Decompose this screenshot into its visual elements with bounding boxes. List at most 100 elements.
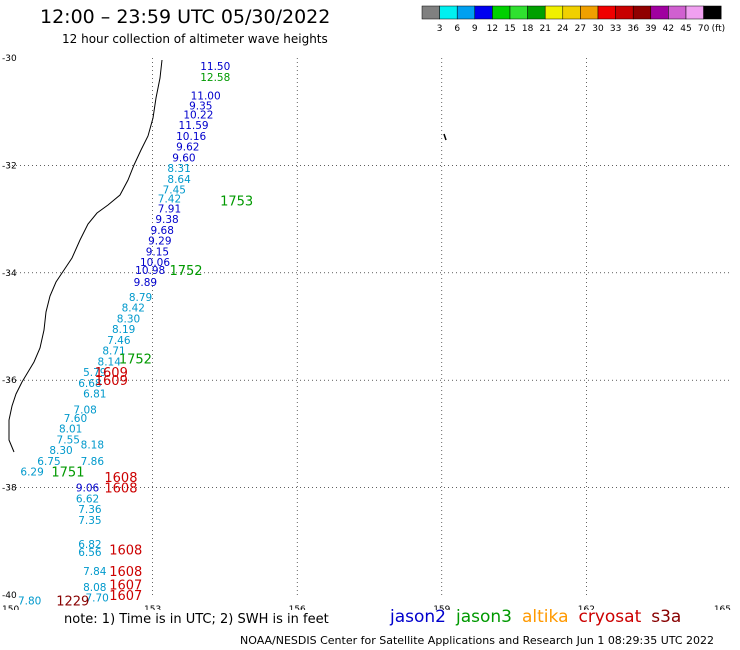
wave-height-value: 9.38 xyxy=(155,214,178,226)
wave-height-value: 9.68 xyxy=(151,225,174,237)
wave-height-value: 9.35 xyxy=(189,100,212,112)
satellite-jason3: jason3 xyxy=(456,607,512,627)
coastline xyxy=(8,59,163,453)
legend-label: 30 xyxy=(592,24,604,34)
legend-label: 15 xyxy=(504,24,515,34)
pass-time-label: 1608 xyxy=(104,471,137,486)
wave-height-value: 6.56 xyxy=(78,547,102,559)
legend-label: 9 xyxy=(472,24,478,34)
legend-unit: (ft) xyxy=(712,24,726,34)
legend-label: 42 xyxy=(663,24,674,34)
island xyxy=(443,133,447,141)
wave-height-value: 10.22 xyxy=(183,109,213,121)
legend-label: 70 xyxy=(698,24,710,34)
units-note: note: 1) Time is in UTC; 2) SWH is in fe… xyxy=(64,612,329,627)
wave-height-value: 7.70 xyxy=(85,593,108,605)
pass-time-label: 1609 xyxy=(95,366,128,381)
wave-height-value: 8.01 xyxy=(59,424,82,436)
wave-height-value: 7.86 xyxy=(81,456,105,468)
legend-swatch xyxy=(703,5,722,20)
legend-label: 36 xyxy=(627,24,639,34)
legend-label: 33 xyxy=(610,24,621,34)
legend-label: 45 xyxy=(680,24,691,34)
wave-height-value: 8.71 xyxy=(102,346,125,358)
wave-height-value: 7.45 xyxy=(163,185,186,197)
satellite-altika: altika xyxy=(522,607,569,627)
pass-time-label: 1608 xyxy=(109,543,142,558)
wave-height-value: 8.14 xyxy=(98,356,122,368)
pass-time-label: 1607 xyxy=(109,589,142,604)
wave-height-value: 7.84 xyxy=(83,566,107,578)
wave-height-value: 9.15 xyxy=(146,246,169,258)
wave-height-value: 10.16 xyxy=(176,131,206,143)
pass-time-label: 1609 xyxy=(95,374,128,389)
lon-tick-label: 153 xyxy=(144,605,161,610)
wave-height-value: 12.58 xyxy=(200,72,230,84)
wave-height-value: 8.31 xyxy=(167,163,190,175)
legend-label: 18 xyxy=(522,24,534,34)
wave-height-value: 6.75 xyxy=(37,456,60,468)
wave-height-value: 7.60 xyxy=(64,413,87,425)
pass-time-label: 1752 xyxy=(119,353,152,368)
wave-height-value: 10.98 xyxy=(135,265,165,277)
wave-height-value: 5.79 xyxy=(83,367,106,379)
pass-time-label: 1751 xyxy=(51,465,84,480)
page-title: 12:00 – 23:59 UTC 05/30/2022 xyxy=(40,6,331,28)
lon-tick-label: 162 xyxy=(578,605,595,610)
wave-height-value: 7.91 xyxy=(158,203,181,215)
wave-height-value: 7.55 xyxy=(57,434,80,446)
wave-height-value: 7.42 xyxy=(158,194,181,206)
wave-height-value: 7.46 xyxy=(107,335,131,347)
wave-height-value: 8.08 xyxy=(83,582,106,594)
wave-height-value: 8.42 xyxy=(122,303,145,315)
lon-tick-label: 150 xyxy=(2,605,19,610)
pass-time-label: 1753 xyxy=(220,194,253,209)
wave-height-value: 11.50 xyxy=(200,61,230,73)
satellite-legend: jason2 jason3 altika cryosat s3a xyxy=(390,607,691,627)
satellite-cryosat: cryosat xyxy=(578,607,642,627)
lon-tick-label: 159 xyxy=(433,605,450,610)
wave-height-value: 9.60 xyxy=(172,152,195,164)
legend-label: 3 xyxy=(437,24,443,34)
wave-height-value: 7.35 xyxy=(78,515,101,527)
wave-height-value: 7.08 xyxy=(73,405,96,417)
wave-height-value: 8.30 xyxy=(117,313,140,325)
lon-tick-label: 156 xyxy=(289,605,306,610)
lat-tick-label: -32 xyxy=(2,161,17,171)
page-subtitle: 12 hour collection of altimeter wave hei… xyxy=(62,32,328,46)
legend-label: 27 xyxy=(575,24,586,34)
wave-height-value: 7.80 xyxy=(18,595,41,607)
color-legend: 3 6 9 12 15 18 21 24 27 30 33 36 39 42 45 70 (ft) xyxy=(421,5,726,34)
legend-label: 24 xyxy=(557,24,569,34)
wave-height-value: 8.79 xyxy=(129,292,152,304)
wave-height-value: 6.68 xyxy=(78,378,101,390)
pass-time-label: 1608 xyxy=(104,482,137,497)
lat-tick-label: -38 xyxy=(2,484,17,494)
wave-height-value: 9.62 xyxy=(176,142,199,154)
lon-tick-label: 165 xyxy=(714,605,731,610)
credit-line: NOAA/NESDIS Center for Satellite Applica… xyxy=(240,634,715,647)
wave-height-value: 8.19 xyxy=(112,324,135,336)
wave-height-value: 9.06 xyxy=(76,483,100,495)
legend-label: 12 xyxy=(487,24,498,34)
satellite-s3a: s3a xyxy=(651,607,682,627)
pass-time-label: 1229 xyxy=(56,594,89,609)
wave-height-value: 6.62 xyxy=(76,493,99,505)
wave-height-value: 6.81 xyxy=(83,389,106,401)
wave-height-value: 10.06 xyxy=(140,257,170,269)
wave-height-value: 11.59 xyxy=(179,120,209,132)
wave-height-value: 9.89 xyxy=(134,277,157,289)
lat-tick-label: -40 xyxy=(2,591,17,601)
wave-height-value: 8.18 xyxy=(81,440,104,452)
wave-height-value: 6.29 xyxy=(20,466,43,478)
pass-time-label: 1607 xyxy=(109,578,142,593)
lat-tick-label: -36 xyxy=(2,376,17,386)
pass-time-label: 1608 xyxy=(109,565,142,580)
wave-height-value: 6.82 xyxy=(78,539,101,551)
wave-height-value: 11.00 xyxy=(191,91,221,103)
wave-height-map: 150 153 156 159 162 165 -30 -32 -34 -36 -38 -40 11.5… xyxy=(2,54,731,610)
legend-label: 21 xyxy=(539,24,550,34)
lat-tick-label: -34 xyxy=(2,269,17,279)
legend-label: 39 xyxy=(645,24,657,34)
wave-height-value: 8.30 xyxy=(49,445,72,457)
